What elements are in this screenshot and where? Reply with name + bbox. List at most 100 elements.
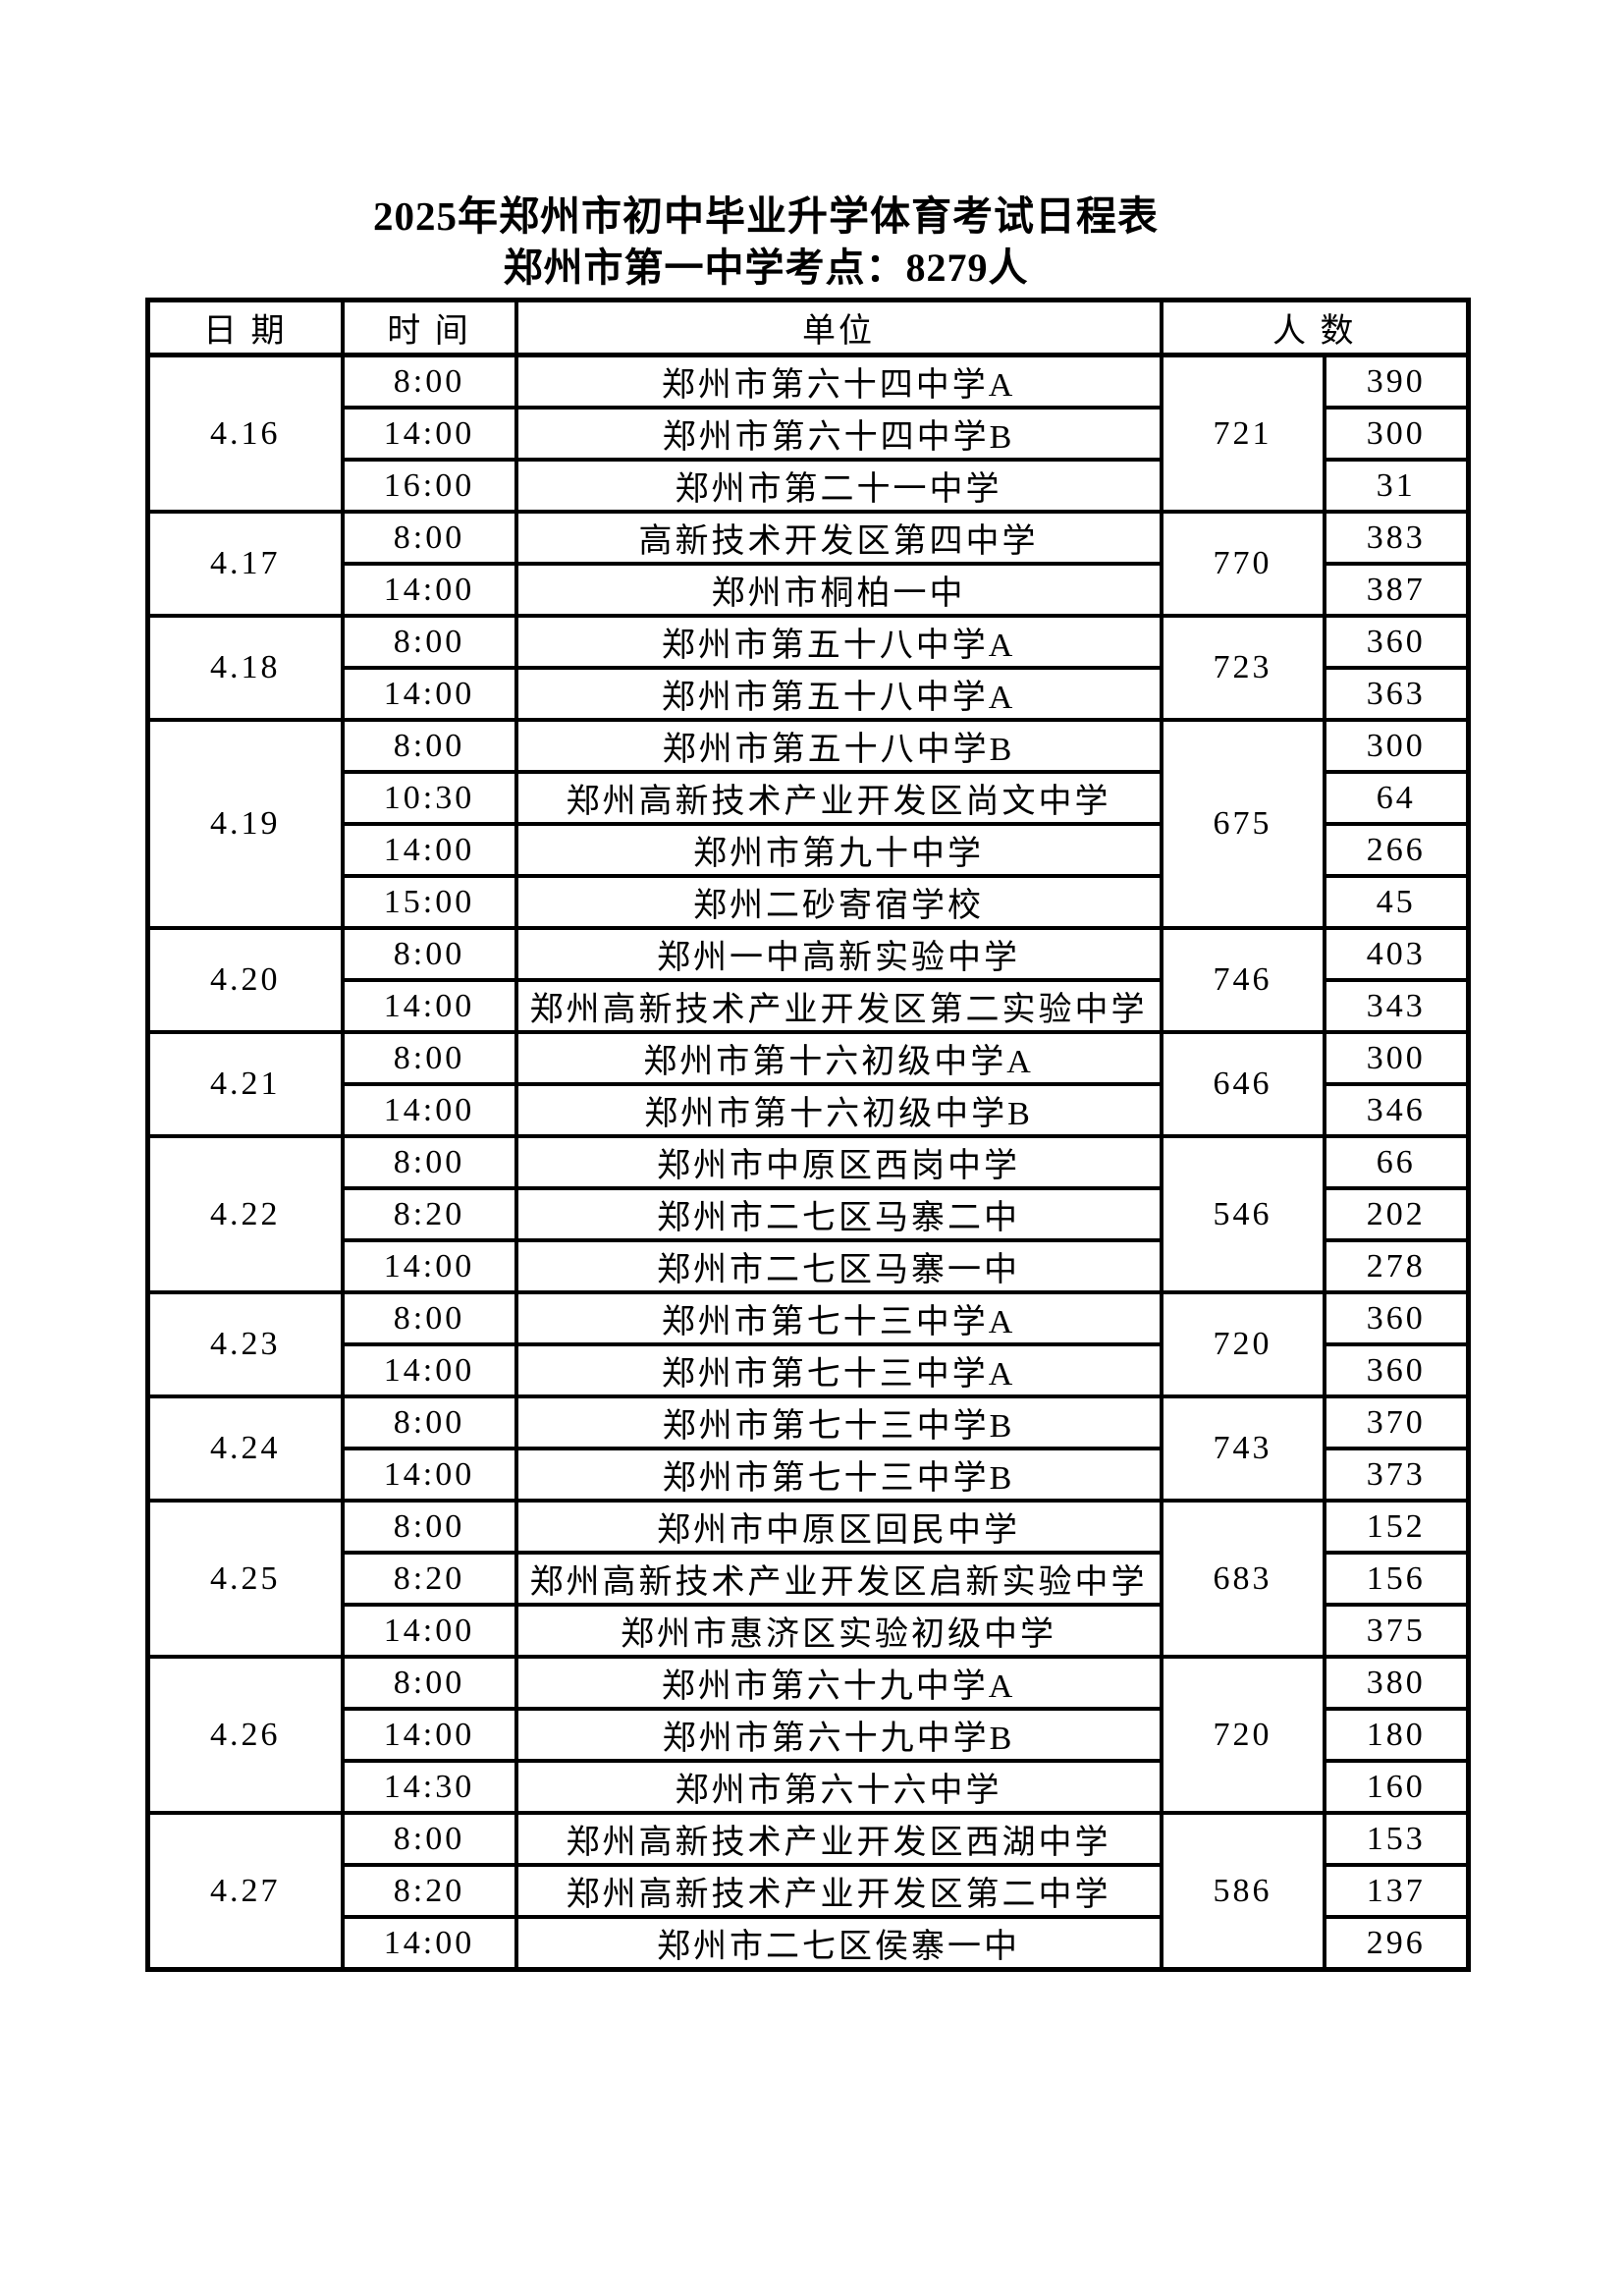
count-cell: 390 [1322,353,1471,410]
schedule-row: 4.22 8:00 郑州市中原区西岗中学 546 66 [145,1134,1471,1294]
count-cell: 180 [1322,1707,1471,1763]
time-cell: 14:00 [340,666,518,722]
time-cell: 14:00 [340,406,518,462]
time-cell: 14:00 [340,1342,518,1398]
time-cell: 8:00 [340,1811,518,1867]
time-cell: 14:30 [340,1759,518,1815]
unit-cell: 郑州市惠济区实验初级中学 [514,1603,1163,1659]
time-cell: 14:00 [340,822,518,878]
count-cell: 156 [1322,1551,1471,1607]
unit-cell: 郑州市桐柏一中 [514,562,1163,618]
total-cell: 646 [1159,1030,1326,1138]
date-cell: 4.23 [145,1290,345,1398]
count-cell: 363 [1322,666,1471,722]
total-cell: 675 [1159,718,1326,930]
count-cell: 300 [1322,718,1471,774]
time-cell: 14:00 [340,1603,518,1659]
total-cell: 586 [1159,1811,1326,1972]
count-cell: 360 [1322,1342,1471,1398]
total-cell: 720 [1159,1290,1326,1398]
unit-cell: 郑州市第五十八中学B [514,718,1163,774]
unit-cell: 郑州市第十六初级中学A [514,1030,1163,1086]
unit-cell: 郑州一中高新实验中学 [514,926,1163,982]
unit-cell: 郑州市第二十一中学 [514,458,1163,514]
unit-cell: 郑州高新技术产业开发区第二实验中学 [514,978,1163,1034]
total-cell: 720 [1159,1655,1326,1815]
header-unit: 单位 [514,298,1163,357]
schedule-row: 4.18 8:00 郑州市第五十八中学A 723 360 [145,614,1471,722]
document-title: 2025年郑州市初中毕业升学体育考试日程表 [373,193,1159,239]
total-cell: 546 [1159,1134,1326,1294]
unit-cell: 郑州市第六十四中学B [514,406,1163,462]
time-cell: 16:00 [340,458,518,514]
count-cell: 370 [1322,1394,1471,1450]
count-cell: 137 [1322,1863,1471,1919]
time-cell: 8:20 [340,1551,518,1607]
unit-cell: 郑州市第六十四中学A [514,353,1163,410]
unit-cell: 郑州高新技术产业开发区西湖中学 [514,1811,1163,1867]
count-cell: 278 [1322,1238,1471,1294]
unit-cell: 郑州市第六十九中学A [514,1655,1163,1711]
date-cell: 4.24 [145,1394,345,1503]
time-cell: 8:00 [340,1030,518,1086]
count-cell: 375 [1322,1603,1471,1659]
unit-cell: 郑州市第十六初级中学B [514,1082,1163,1138]
unit-cell: 郑州市二七区侯寨一中 [514,1915,1163,1972]
total-cell: 721 [1159,353,1326,514]
time-cell: 15:00 [340,874,518,930]
schedule-row: 8:20 郑州市二七区马寨二中 202 [148,1186,1471,1242]
date-cell: 4.22 [145,1134,345,1294]
total-cell: 723 [1159,614,1326,722]
date-cell: 4.19 [145,718,345,930]
schedule-row: 14:00 郑州市第十六初级中学B 346 [148,1082,1471,1138]
header-count: 人 数 [1159,298,1471,357]
schedule-row: 14:00 郑州市二七区侯寨一中 296 [148,1915,1471,1972]
unit-cell: 郑州市第七十三中学A [514,1342,1163,1398]
time-cell: 8:00 [340,1134,518,1190]
count-cell: 360 [1322,1290,1471,1346]
count-cell: 202 [1322,1186,1471,1242]
schedule-row: 4.23 8:00 郑州市第七十三中学A 720 360 [145,1290,1471,1398]
schedule-row: 14:00 郑州市第五十八中学A 363 [148,666,1471,722]
schedule-row: 4.27 8:00 郑州高新技术产业开发区西湖中学 586 153 [145,1811,1471,1972]
count-cell: 153 [1322,1811,1471,1867]
count-cell: 300 [1322,406,1471,462]
date-cell: 4.17 [145,510,345,618]
time-cell: 8:00 [340,1394,518,1450]
unit-cell: 郑州市二七区马寨二中 [514,1186,1163,1242]
schedule-row: 14:00 郑州市第六十九中学B 180 [148,1707,1471,1763]
document-subtitle: 郑州市第一中学考点：8279人 [503,246,1029,290]
date-cell: 4.18 [145,614,345,722]
time-cell: 8:00 [340,510,518,566]
schedule-row: 14:30 郑州市第六十六中学 160 [148,1759,1471,1815]
unit-cell: 郑州高新技术产业开发区尚文中学 [514,770,1163,826]
time-cell: 14:00 [340,1915,518,1972]
header-date: 日 期 [145,298,345,357]
date-cell: 4.16 [145,353,345,514]
time-cell: 14:00 [340,978,518,1034]
count-cell: 403 [1322,926,1471,982]
unit-cell: 郑州市第七十三中学A [514,1290,1163,1346]
schedule-row: 14:00 郑州市桐柏一中 387 [148,562,1471,618]
count-cell: 66 [1322,1134,1471,1190]
unit-cell: 郑州市二七区马寨一中 [514,1238,1163,1294]
count-cell: 64 [1322,770,1471,826]
schedule-row: 14:00 郑州市惠济区实验初级中学 375 [148,1603,1471,1659]
schedule-row: 14:00 郑州市第九十中学 266 [148,822,1471,878]
unit-cell: 高新技术开发区第四中学 [514,510,1163,566]
total-cell: 683 [1159,1499,1326,1659]
total-cell: 770 [1159,510,1326,618]
date-cell: 4.20 [145,926,345,1034]
time-cell: 8:00 [340,718,518,774]
schedule-row: 14:00 郑州市二七区马寨一中 278 [148,1238,1471,1294]
count-cell: 373 [1322,1447,1471,1503]
schedule-row: 8:20 郑州高新技术产业开发区启新实验中学 156 [148,1551,1471,1607]
time-cell: 8:00 [340,1499,518,1555]
count-cell: 387 [1322,562,1471,618]
unit-cell: 郑州市第七十三中学B [514,1447,1163,1503]
unit-cell: 郑州高新技术产业开发区第二中学 [514,1863,1163,1919]
schedule-row: 4.16 8:00 郑州市第六十四中学A 721 390 [145,353,1471,514]
date-cell: 4.21 [145,1030,345,1138]
count-cell: 346 [1322,1082,1471,1138]
schedule-row: 14:00 郑州高新技术产业开发区第二实验中学 343 [148,978,1471,1034]
